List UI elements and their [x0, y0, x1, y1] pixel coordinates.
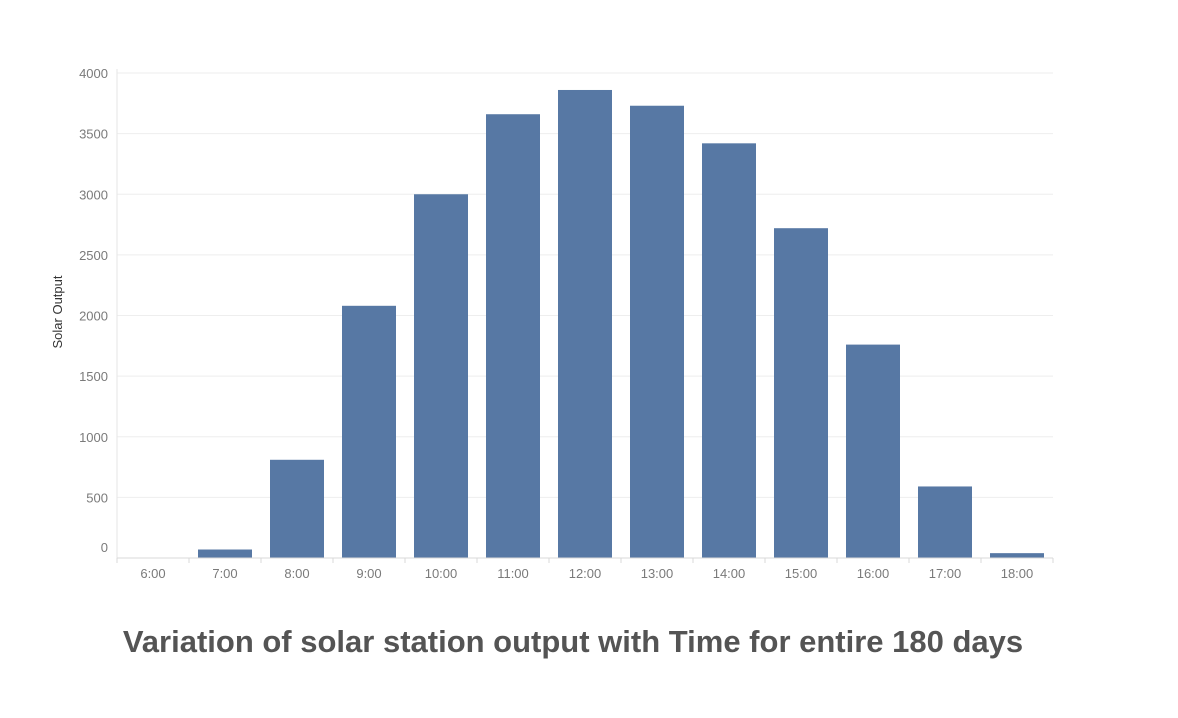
y-tick-label: 1500 — [79, 369, 108, 384]
y-tick-label: 2500 — [79, 248, 108, 263]
bar[interactable] — [918, 486, 972, 558]
bar[interactable] — [702, 143, 756, 558]
bar[interactable] — [198, 549, 252, 558]
bar[interactable] — [990, 553, 1044, 558]
bars — [198, 89, 1044, 559]
x-tick-label: 11:00 — [497, 566, 529, 581]
x-tick-label: 14:00 — [713, 566, 746, 581]
x-tick-label: 12:00 — [569, 566, 602, 581]
bar[interactable] — [270, 459, 324, 558]
bar[interactable] — [414, 194, 468, 558]
y-tick-label: 500 — [86, 490, 108, 505]
x-tick-label: 10:00 — [425, 566, 458, 581]
bar[interactable] — [774, 228, 828, 558]
x-tick-label: 17:00 — [929, 566, 962, 581]
x-tick-label: 8:00 — [284, 566, 309, 581]
x-tick-label: 15:00 — [785, 566, 818, 581]
chart-title: Variation of solar station output with T… — [122, 624, 1024, 659]
bar[interactable] — [846, 344, 900, 558]
bar[interactable] — [558, 89, 612, 558]
x-tick-label: 7:00 — [212, 566, 237, 581]
bar[interactable] — [486, 114, 540, 558]
bar[interactable] — [342, 305, 396, 558]
x-tick-label: 18:00 — [1001, 566, 1034, 581]
y-tick-label: 0 — [101, 540, 108, 555]
axes: 0 500 1000 1500 2000 2500 3000 3500 4000 6:00 7:00… — [79, 66, 1054, 581]
x-tick-label: 6:00 — [140, 566, 165, 581]
x-tick-label: 9:00 — [356, 566, 381, 581]
x-tick-label: 16:00 — [857, 566, 890, 581]
y-tick-label: 3000 — [79, 187, 108, 202]
y-tick-label: 1000 — [79, 430, 108, 445]
x-tick-label: 13:00 — [641, 566, 674, 581]
y-tick-label: 4000 — [79, 66, 108, 81]
y-axis-label: Solar Output — [50, 275, 65, 348]
y-tick-label: 3500 — [79, 127, 108, 142]
bar-chart: 0 500 1000 1500 2000 2500 3000 3500 4000 6:00 7:00… — [50, 66, 1054, 581]
y-tick-label: 2000 — [79, 309, 108, 324]
bar[interactable] — [630, 105, 684, 559]
